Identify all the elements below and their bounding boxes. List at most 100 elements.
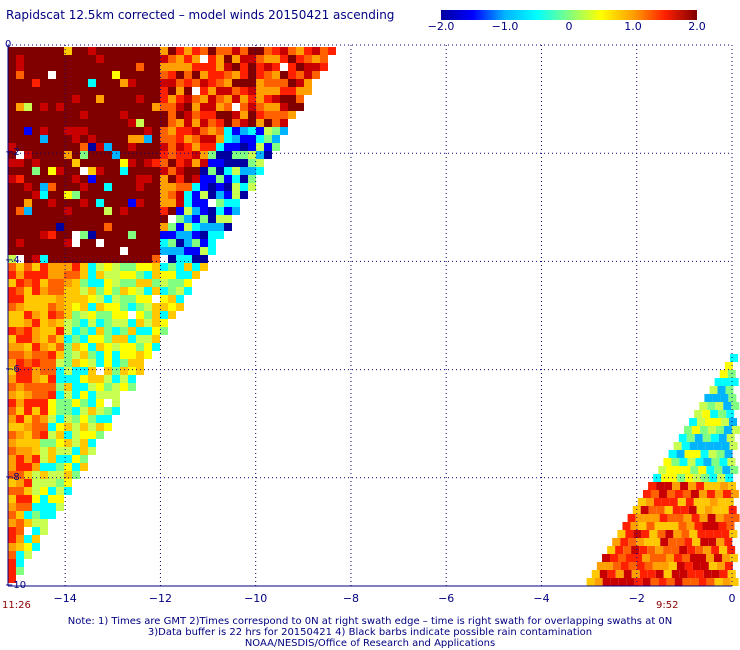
swath-cell bbox=[690, 554, 698, 562]
swath-cell bbox=[120, 287, 128, 295]
swath-cell bbox=[16, 207, 24, 215]
swath-cell bbox=[48, 287, 56, 295]
swath-cell bbox=[304, 71, 312, 79]
swath-cell bbox=[88, 423, 96, 431]
swath-cell bbox=[280, 55, 288, 63]
swath-cell bbox=[144, 207, 152, 215]
swath-cell bbox=[200, 79, 208, 87]
swath-cell bbox=[730, 490, 739, 498]
swath-cell bbox=[8, 367, 16, 375]
swath-cell bbox=[248, 103, 256, 111]
swath-cell bbox=[208, 63, 216, 71]
swath-cell bbox=[216, 167, 224, 175]
swath-cell bbox=[176, 55, 184, 63]
colorbar bbox=[441, 10, 697, 20]
swath-cell bbox=[24, 391, 32, 399]
swath-cell bbox=[112, 287, 120, 295]
swath-cell bbox=[272, 103, 280, 111]
swath-cell bbox=[48, 495, 56, 503]
swath-cell bbox=[120, 255, 128, 263]
swath-cell bbox=[40, 47, 48, 55]
swath-cell bbox=[617, 530, 626, 538]
swath-cell bbox=[88, 143, 96, 151]
swath-cell bbox=[192, 271, 200, 279]
swath-cell bbox=[594, 578, 603, 586]
swath-cell bbox=[160, 183, 168, 191]
swath-cell bbox=[144, 111, 152, 119]
swath-cell bbox=[120, 351, 128, 359]
swath-cell bbox=[64, 63, 72, 71]
swath-cell bbox=[703, 570, 712, 578]
swath-cell bbox=[112, 47, 120, 55]
swath-cell bbox=[128, 327, 136, 335]
swath-cell bbox=[160, 199, 168, 207]
swath-cell bbox=[88, 375, 96, 383]
swath-cell bbox=[725, 474, 734, 482]
swath-cell bbox=[160, 271, 168, 279]
swath-cell bbox=[669, 474, 678, 482]
swath-cell bbox=[176, 279, 184, 287]
swath-cell bbox=[64, 151, 72, 159]
swath-cell bbox=[288, 55, 296, 63]
swath-cell bbox=[112, 87, 120, 95]
swath-cell bbox=[80, 271, 88, 279]
swath-cell bbox=[288, 95, 296, 103]
swath-cell bbox=[682, 554, 690, 562]
swath-cell bbox=[128, 343, 136, 351]
swath-cell bbox=[144, 287, 152, 295]
swath-cell bbox=[200, 199, 208, 207]
swath-cell bbox=[24, 303, 32, 311]
swath-cell bbox=[168, 55, 176, 63]
swath-cell bbox=[112, 383, 120, 391]
swath-cell bbox=[24, 407, 32, 415]
swath-cell bbox=[280, 111, 288, 119]
swath-cell bbox=[40, 279, 48, 287]
swath-cell bbox=[208, 103, 216, 111]
swath-cell bbox=[16, 287, 24, 295]
swath-cell bbox=[128, 151, 136, 159]
swath-cell bbox=[673, 530, 682, 538]
swath-cell bbox=[136, 255, 144, 263]
swath-cell bbox=[713, 530, 722, 538]
swath-cell bbox=[144, 295, 152, 303]
swath-cell bbox=[8, 303, 16, 311]
swath-cell bbox=[120, 79, 128, 87]
swath-cell bbox=[24, 319, 32, 327]
swath-cell bbox=[724, 450, 733, 458]
swath-cell bbox=[96, 391, 104, 399]
swath-cell bbox=[272, 47, 280, 55]
swath-cell bbox=[697, 530, 706, 538]
swath-cell bbox=[256, 119, 264, 127]
swath-cell bbox=[24, 375, 32, 383]
swath-cell bbox=[104, 239, 112, 247]
swath-cell bbox=[80, 103, 88, 111]
swath-cell bbox=[40, 207, 48, 215]
swath-cell bbox=[681, 530, 690, 538]
swath-cell bbox=[72, 79, 80, 87]
swath-cell bbox=[144, 311, 152, 319]
x-tick-label: −6 bbox=[438, 592, 455, 605]
swath-cell bbox=[636, 538, 645, 546]
swath-cell bbox=[120, 279, 128, 287]
swath-cell bbox=[152, 103, 160, 111]
swath-cell bbox=[104, 183, 112, 191]
swath-cell bbox=[192, 103, 200, 111]
swath-cell bbox=[48, 191, 56, 199]
swath-cell bbox=[692, 450, 701, 458]
swath-cell bbox=[256, 71, 264, 79]
swath-cell bbox=[666, 554, 674, 562]
swath-cell bbox=[112, 407, 120, 415]
swath-cell bbox=[232, 207, 240, 215]
swath-cell bbox=[112, 199, 120, 207]
swath-cell bbox=[620, 562, 629, 570]
swath-cell bbox=[288, 79, 296, 87]
swath-cell bbox=[104, 191, 112, 199]
swath-cell bbox=[40, 359, 48, 367]
swath-cell bbox=[80, 367, 88, 375]
swath-cell bbox=[64, 111, 72, 119]
swath-cell bbox=[192, 135, 200, 143]
swath-cell bbox=[80, 87, 88, 95]
swath-cell bbox=[701, 498, 710, 506]
swath-cell bbox=[144, 271, 152, 279]
swath-cell bbox=[152, 95, 160, 103]
